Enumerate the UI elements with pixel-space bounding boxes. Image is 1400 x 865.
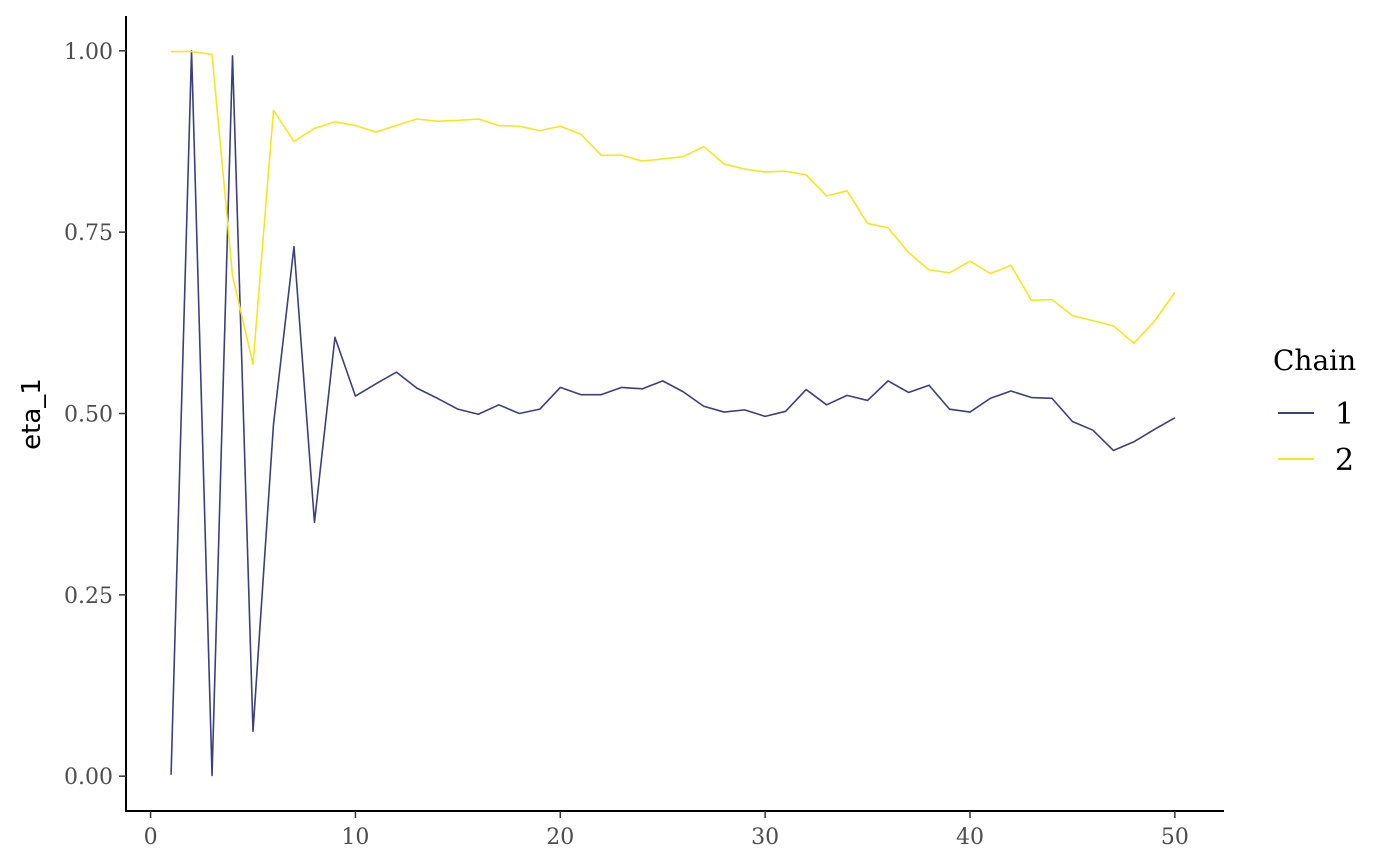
legend-title: Chain — [1273, 344, 1356, 377]
x-tick-label: 30 — [751, 825, 779, 850]
x-tick-label: 50 — [1161, 825, 1189, 850]
x-tick-label: 0 — [144, 825, 158, 850]
x-tick-label: 10 — [341, 825, 369, 850]
legend-items: 12 — [1278, 397, 1354, 478]
series-line-chain-1 — [170, 50, 1176, 777]
legend-label-chain-2: 2 — [1335, 443, 1354, 478]
legend-label-chain-1: 1 — [1335, 397, 1354, 432]
y-axis-ticks: 0.00 0.25 0.50 0.75 1.00 — [64, 40, 126, 790]
y-axis-title: eta_1 — [17, 378, 47, 450]
x-tick-label: 40 — [956, 825, 984, 850]
y-tick-label: 0.00 — [64, 765, 113, 790]
x-axis-ticks: 0 10 20 30 40 50 — [144, 811, 1189, 850]
y-tick-label: 0.75 — [64, 221, 113, 246]
y-tick-label: 0.25 — [64, 584, 113, 609]
legend: Chain 12 — [1273, 344, 1356, 478]
y-tick-label: 1.00 — [64, 40, 113, 65]
plot-area — [170, 50, 1176, 777]
series-line-chain-2 — [171, 50, 1176, 365]
y-tick-label: 0.50 — [64, 403, 113, 428]
x-tick-label: 20 — [546, 825, 574, 850]
